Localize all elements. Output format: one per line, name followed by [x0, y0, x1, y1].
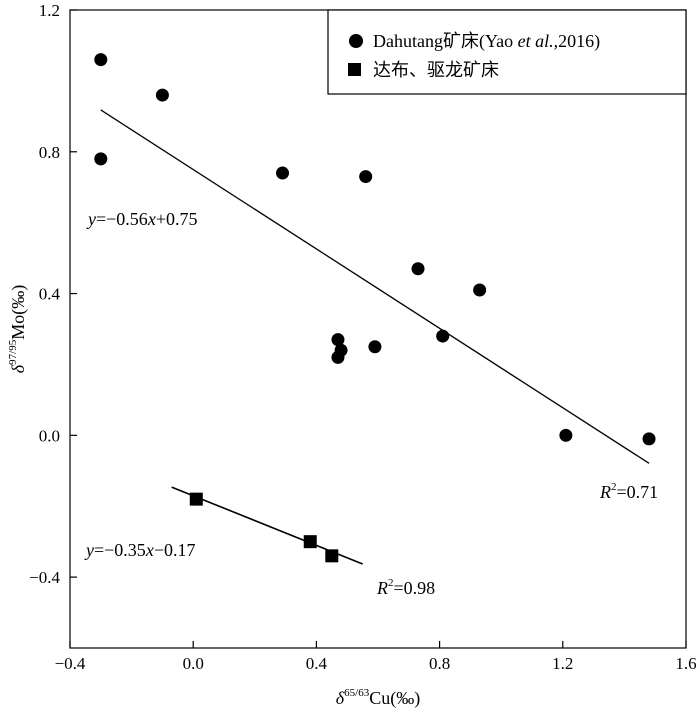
point-dahutang [359, 170, 373, 184]
point-dahutang [411, 262, 425, 276]
point-dahutang [473, 283, 487, 297]
point-dahutang [436, 329, 450, 343]
x-tick-label: −0.4 [55, 654, 86, 673]
x-axis-label: δ65/63Cu(‰) [336, 687, 420, 709]
point-dahutang [642, 432, 656, 446]
legend-label-dahutang: Dahutang矿床(Yao et al.,2016) [373, 31, 600, 52]
y-axis-label: δ97/95Mo(‰) [7, 285, 29, 373]
legend: Dahutang矿床(Yao et al.,2016) 达布、驱龙矿床 [327, 9, 687, 95]
x-tick-label: 1.6 [675, 654, 696, 673]
legend-marker-circle [349, 34, 363, 48]
point-dahutang [331, 350, 345, 364]
equation-dahutang: y=−0.56x+0.75 [86, 209, 197, 229]
point-dabu-qulong [189, 492, 203, 506]
legend-label-dabu-qulong: 达布、驱龙矿床 [373, 60, 499, 80]
axis-ticks: −0.4 0.0 0.4 0.8 1.2 1.6 1.2 0.8 0.4 0.0 −0.4 [29, 1, 696, 673]
point-dabu-qulong [325, 549, 339, 563]
point-dabu-qulong [303, 535, 317, 549]
legend-box [327, 9, 687, 95]
legend-marker-square [348, 63, 361, 76]
x-tick-label: 1.2 [552, 654, 573, 673]
x-tick-label: 0.8 [429, 654, 450, 673]
regression-lines [100, 109, 650, 565]
y-tick-label: 0.8 [39, 143, 60, 162]
data-points [94, 53, 656, 563]
point-dahutang [94, 152, 108, 166]
r2-dabu-qulong: R2=0.98 [376, 577, 435, 598]
point-dahutang [155, 88, 169, 102]
y-tick-label: 0.4 [39, 285, 61, 304]
y-tick-label: 0.0 [39, 426, 60, 445]
y-tick-label: 1.2 [39, 1, 60, 20]
equation-dabu-qulong: y=−0.35x−0.17 [84, 540, 195, 560]
x-tick-label: 0.4 [306, 654, 328, 673]
y-tick-label: −0.4 [29, 568, 60, 587]
r2-dahutang: R2=0.71 [599, 481, 658, 502]
point-dahutang [331, 333, 345, 347]
x-tick-label: 0.0 [183, 654, 204, 673]
point-dahutang [276, 166, 290, 180]
point-dahutang [368, 340, 382, 354]
point-dahutang [559, 428, 573, 442]
point-dahutang [94, 53, 108, 67]
fit-line-dahutang [100, 109, 650, 464]
